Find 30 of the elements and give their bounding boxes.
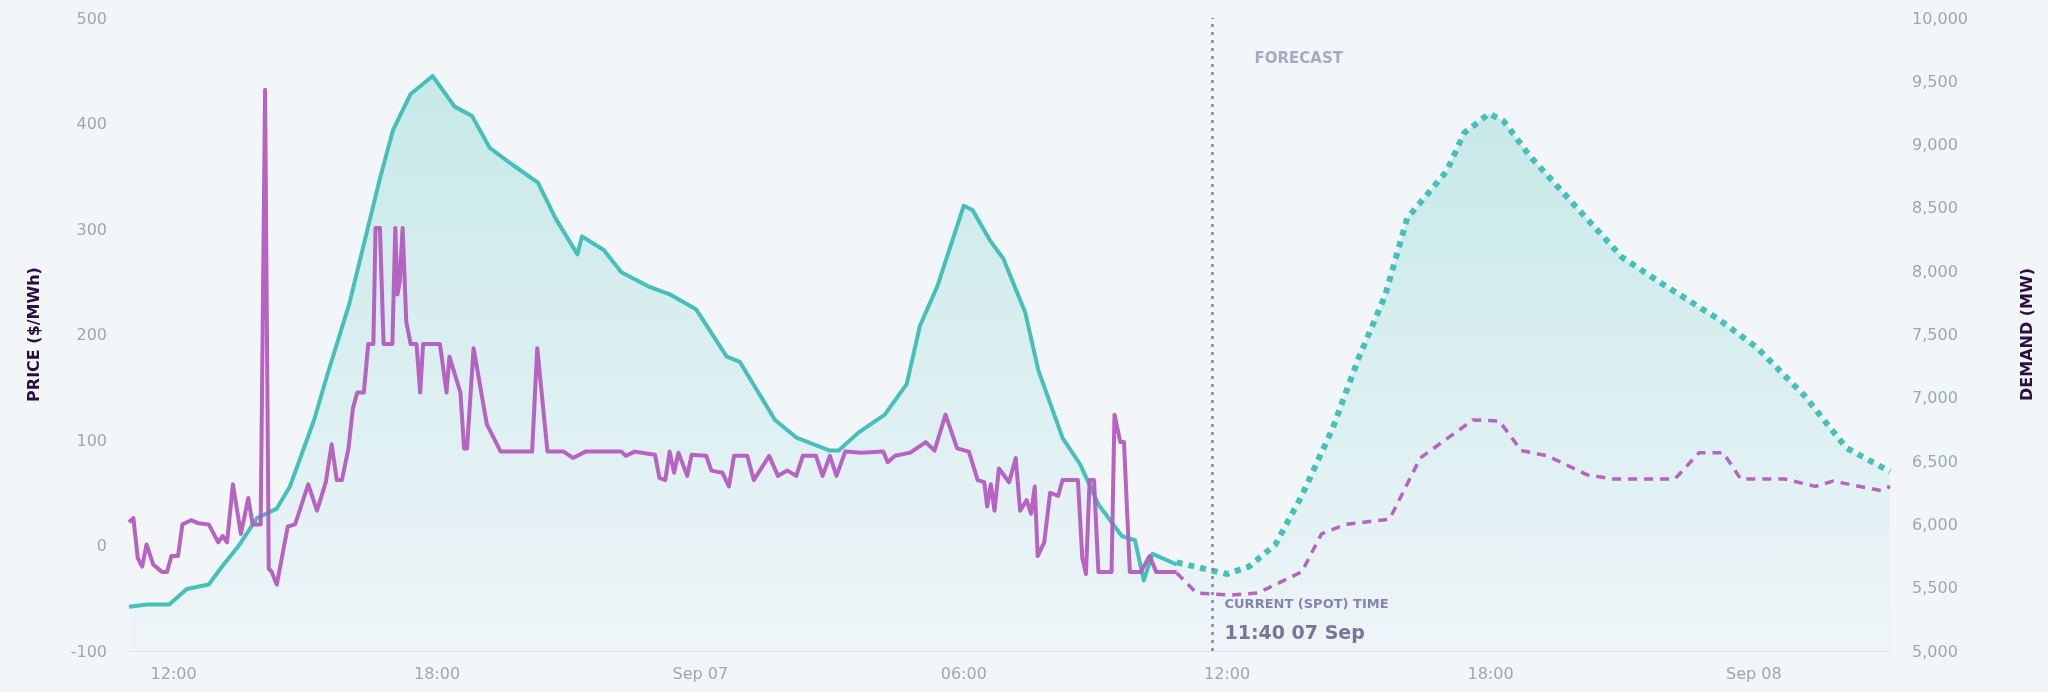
y-tick-label: 0 [96,536,107,555]
x-tick-label: Sep 08 [1726,663,1782,683]
y-axis-title: PRICE ($/MWh) [23,267,43,402]
y2-tick-label: 6,000 [1912,514,1958,534]
y-tick-label: 500 [76,8,107,28]
x-tick-label: Sep 07 [672,663,729,683]
y-tick-label: 200 [76,325,107,344]
y2-tick-label: 9,000 [1912,135,1958,155]
y-tick-label: -100 [70,641,107,661]
x-tick-label: 18:00 [413,663,461,683]
x-tick-label: 12:00 [1204,663,1251,683]
annotation: 11:40 07 Sep [1224,620,1365,643]
y-tick-label: 400 [76,114,107,133]
annotation: FORECAST [1254,48,1344,67]
y2-tick-label: 10,000 [1912,8,1968,28]
x-tick-label: 18:00 [1467,663,1514,683]
y2-axis-title: DEMAND (MW) [2016,268,2036,401]
y2-tick-label: 5,500 [1912,578,1958,598]
x-tick-label: 06:00 [940,663,987,683]
ref-line-label: CURRENT (SPOT) TIME [1224,596,1389,611]
y-tick-label: 100 [76,430,107,450]
y2-tick-label: 6,500 [1912,451,1958,471]
y-tick-label: 300 [76,219,107,239]
y2-tick-label: 7,000 [1912,388,1958,408]
y2-tick-label: 5,000 [1912,641,1958,661]
y2-tick-label: 8,500 [1912,198,1958,218]
y2-tick-label: 7,500 [1912,325,1958,344]
y2-tick-label: 8,000 [1912,261,1958,281]
x-tick-label: 12:00 [150,663,197,683]
y2-tick-label: 9,500 [1912,71,1958,91]
